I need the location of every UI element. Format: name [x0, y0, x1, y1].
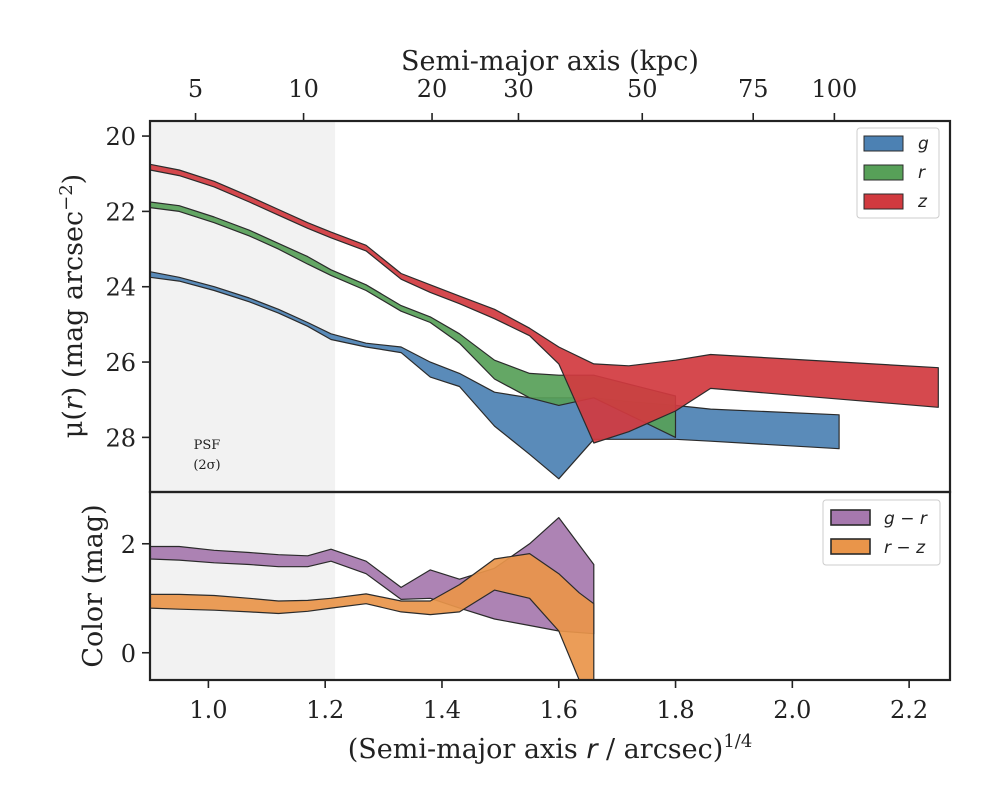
legend-label-z: z [917, 192, 928, 212]
legend-swatch-g [863, 135, 904, 152]
psf-label-sigma: (2σ) [193, 458, 220, 473]
legend-swatch-z [863, 193, 904, 210]
legend-label-r-minus-z: r − z [884, 538, 926, 558]
legend-label-g: g [918, 134, 929, 154]
band-r [150, 201, 677, 438]
y-axis-label-top: μ(r) (mag arcsec−2) [56, 174, 89, 438]
legend-swatch-g-minus-r [830, 509, 871, 526]
top-x-tick-label: 30 [503, 75, 534, 103]
x-tick-label: 1.6 [540, 696, 578, 724]
legend-top: grz [856, 127, 940, 219]
band-z [150, 163, 939, 444]
y-axis-label-bottom: Color (mag) [78, 504, 109, 667]
x-tick-label: 1.0 [189, 696, 227, 724]
x-tick-label: 1.4 [423, 696, 461, 724]
x-axis-label: (Semi-major axis r / arcsec)1/4 [348, 731, 753, 765]
psf-label: PSF [194, 438, 221, 453]
top-x-tick-label: 20 [417, 75, 448, 103]
y-tick-label: 24 [105, 274, 136, 302]
x-tick-label: 2.2 [890, 696, 928, 724]
legend-bottom: g − r r − z [822, 499, 941, 566]
psf-region-top [150, 121, 336, 492]
x-tick-label: 2.0 [773, 696, 811, 724]
x-tick-label: 1.8 [656, 696, 694, 724]
top-x-tick-label: 50 [627, 75, 658, 103]
top-x-tick-label: 75 [738, 75, 769, 103]
y-tick-label: 26 [105, 349, 136, 377]
x-tick-label: 1.2 [306, 696, 344, 724]
y-tick-label: 28 [105, 424, 136, 452]
legend-label-g-minus-r: g − r [884, 509, 928, 529]
legend-swatch-r [863, 164, 904, 181]
color-y-tick-label: 2 [121, 531, 136, 559]
top-x-axis-label: Semi-major axis (kpc) [401, 46, 699, 77]
top-x-tick-label: 5 [188, 75, 203, 103]
bottom-panel-frame [148, 490, 952, 682]
y-tick-label: 22 [105, 198, 136, 226]
y-tick-label: 20 [105, 123, 136, 151]
psf-region-bottom [150, 492, 336, 680]
legend-swatch-r-minus-z [830, 538, 871, 555]
legend-label-r: r [918, 163, 926, 183]
top-x-tick-label: 10 [288, 75, 319, 103]
band-r-minus-z [150, 552, 595, 680]
color-y-tick-label: 0 [121, 640, 136, 668]
top-x-tick-label: 100 [811, 75, 857, 103]
